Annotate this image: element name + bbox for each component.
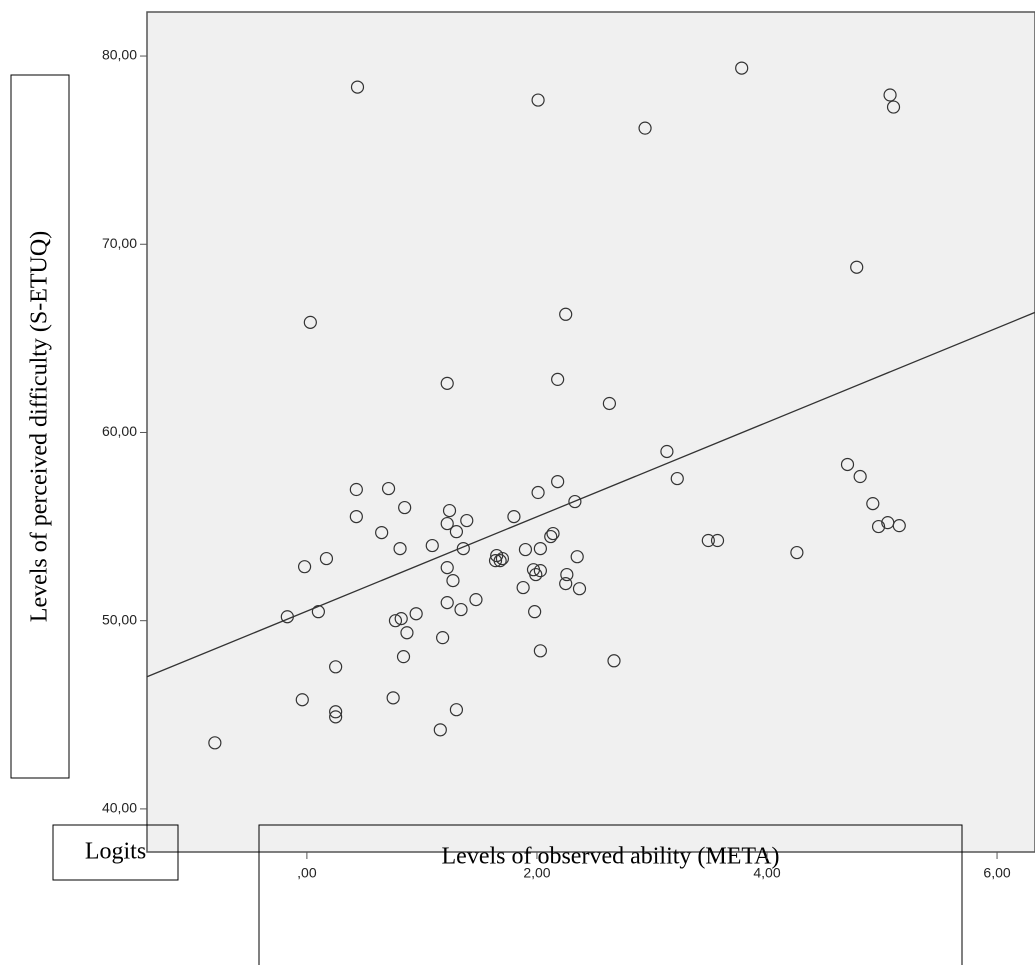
plot-area (146, 11, 1035, 853)
point (560, 567, 574, 582)
y-axis-label: Levels of perceived difficulty (S-ETUQ) (27, 231, 53, 622)
x-label-box (258, 824, 963, 965)
point (440, 516, 454, 531)
x-tick-label: ,00 (297, 865, 317, 881)
x-tick-label: 4,00 (753, 865, 780, 881)
point (440, 376, 454, 390)
point (456, 541, 470, 556)
point (660, 444, 674, 459)
point (507, 510, 521, 524)
point (551, 372, 565, 386)
point (495, 551, 510, 566)
point (350, 80, 365, 94)
fit-line (146, 311, 1035, 678)
point (533, 564, 547, 578)
point (607, 654, 621, 668)
point (393, 541, 407, 556)
point (436, 631, 450, 645)
point (866, 497, 880, 511)
y-tick-label: 60,00 (102, 423, 137, 439)
point (568, 494, 582, 509)
point (546, 526, 560, 541)
y-label-box (10, 74, 70, 779)
point (388, 614, 403, 628)
point (303, 315, 317, 329)
y-tick-label: 70,00 (102, 235, 137, 251)
point (394, 612, 408, 626)
point (469, 593, 483, 607)
point (710, 533, 725, 548)
point (329, 660, 343, 674)
point (396, 650, 411, 664)
point (329, 710, 343, 724)
point (840, 457, 855, 472)
point (790, 545, 804, 560)
point (449, 525, 464, 539)
point (533, 644, 547, 658)
point (892, 519, 906, 533)
point (440, 596, 454, 610)
point (853, 469, 867, 484)
point (602, 396, 617, 411)
point (349, 482, 363, 497)
point (440, 561, 454, 575)
point (572, 582, 587, 596)
point (670, 471, 684, 486)
point (208, 736, 222, 750)
x-tick-label: 2,00 (523, 865, 550, 881)
point (516, 580, 530, 595)
point (454, 602, 468, 617)
point (531, 485, 545, 500)
point (528, 605, 542, 619)
y-tick-label: 50,00 (102, 611, 137, 627)
point (295, 693, 309, 707)
point (433, 723, 447, 737)
point (701, 533, 715, 548)
point (460, 513, 474, 528)
point (446, 573, 460, 588)
point (442, 503, 457, 518)
point (280, 610, 294, 624)
point (570, 550, 584, 564)
point (886, 100, 901, 114)
point (311, 605, 325, 619)
point (638, 121, 652, 135)
point (518, 542, 533, 557)
x-axis-label: Levels of observed ability (META) (442, 844, 780, 870)
point (529, 567, 543, 582)
point (425, 538, 439, 553)
point (398, 500, 412, 515)
point (551, 474, 565, 489)
point (850, 260, 864, 274)
y-tick-label: 40,00 (102, 800, 137, 816)
point (409, 607, 423, 621)
annotation-box (52, 824, 179, 881)
point (531, 93, 545, 107)
point (735, 61, 749, 75)
point (488, 554, 503, 568)
point (449, 703, 464, 717)
point (883, 88, 897, 102)
annotation: Logits (85, 839, 146, 865)
point (375, 526, 389, 540)
x-tick-label: 6,00 (983, 865, 1010, 881)
point (533, 541, 547, 556)
point (559, 577, 573, 591)
point (493, 554, 507, 568)
point (386, 691, 400, 705)
point (381, 481, 396, 496)
point (319, 551, 334, 566)
point (544, 529, 558, 544)
point (297, 560, 312, 574)
point (871, 519, 886, 534)
point (400, 626, 414, 640)
point (559, 307, 573, 321)
y-tick-label: 80,00 (102, 47, 137, 63)
point (329, 705, 343, 719)
point (349, 510, 363, 524)
